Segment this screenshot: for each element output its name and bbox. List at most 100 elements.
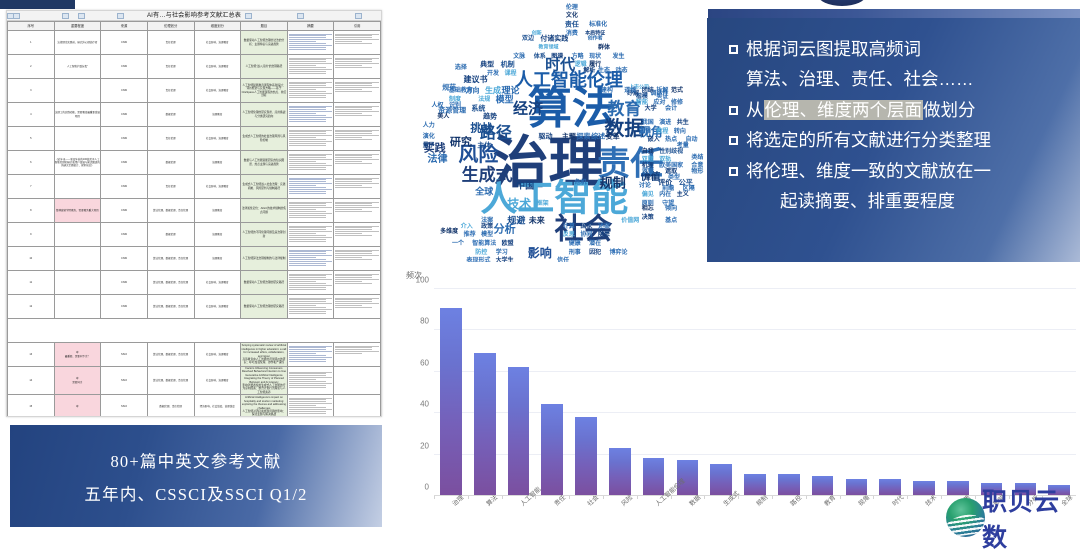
bar[interactable]: [744, 474, 766, 495]
bar[interactable]: [541, 404, 564, 495]
word-cloud-term: 欧美国家: [659, 163, 684, 170]
document-thumbnail: [335, 177, 380, 197]
table-row[interactable]: 6 《近年来——新冠年前的100篇关于人工智能伦理的研究和用户发展与知识图谱的的研…: [7, 150, 381, 175]
document-thumbnail: [335, 201, 380, 221]
word-cloud-term: 经济: [513, 100, 544, 118]
filter-dropdown-icon[interactable]: [7, 13, 14, 19]
table-row[interactable]: 10 CNKI 算法伦理、数据伦理、责任伦理 治理教育 人工智能算法治理规制的与法律规制: [7, 246, 381, 271]
word-cloud-term: 自动: [685, 137, 698, 144]
column-header-source[interactable]: 来源: [100, 21, 148, 31]
bar[interactable]: [947, 480, 969, 495]
x-axis-label-slot: 人工智能伦理: [637, 478, 686, 538]
word-cloud-term: 信任: [557, 258, 569, 264]
word-cloud-term: 嵌入: [647, 137, 660, 144]
word-cloud-term: 量子: [422, 143, 435, 149]
bar[interactable]: [609, 447, 631, 495]
table-row[interactable]: 5 CNKI 责任伦理 社会影响、治理教育 生成式人工智能的社会治理风险与风险控制: [7, 126, 381, 151]
word-cloud-term: 危机: [574, 180, 587, 187]
bar[interactable]: [980, 482, 1003, 495]
cell-no: 5: [7, 126, 55, 151]
word-cloud-term: 法律: [427, 154, 448, 166]
cell-abstract: [286, 222, 335, 247]
word-cloud-term: 本质特征: [585, 30, 606, 37]
cell-title: 数据与人工智能赋能研究的知识图谱、热点主题与演进趋势: [240, 150, 288, 175]
bar[interactable]: [575, 416, 597, 495]
table-row[interactable]: 13 中‘ 最重要、需要同下引？ SSCI 算法伦理、数据伦理、责任伦理 社会影响、治理教…: [7, 342, 381, 367]
column-header-abstract[interactable]: 摘要: [286, 21, 335, 31]
word-cloud-term: 一个: [451, 240, 464, 247]
cell-source: SSCI: [100, 366, 148, 395]
table-row[interactable]: 3 CNKI 责任伦理 社会影响、治理教育 人工智能赋能教育课程体系新探讨：评价框架与实…: [7, 78, 381, 103]
bar[interactable]: [642, 457, 665, 495]
column-header-no[interactable]: 序号: [7, 21, 55, 31]
filter-dropdown-icon[interactable]: [297, 13, 304, 19]
filter-dropdown-icon[interactable]: [117, 13, 124, 19]
bar[interactable]: [676, 459, 699, 495]
filter-dropdown-icon[interactable]: [13, 13, 20, 19]
column-header-ethics[interactable]: 伦理划分: [146, 21, 195, 31]
table-row[interactable]: 9 CNKI 数据伦理 治理教育 人工智能的不同伦理问题及其治理创新: [7, 222, 381, 247]
bar[interactable]: [879, 478, 902, 495]
document-thumbnail: [335, 33, 380, 53]
bar[interactable]: [845, 478, 868, 495]
column-header-importance[interactable]: 重要程度: [53, 21, 102, 31]
table-row[interactable]: 2 人工智能扩散分类” CNKI 责任伦理 社会影响、治理教育 人工智能“嵌入应用”的治理…: [7, 54, 381, 79]
document-thumbnail: [288, 177, 333, 197]
word-cloud-term: 双题: [641, 157, 654, 164]
bar-slot: [940, 289, 975, 499]
table-row[interactable]: 7 CNKI 责任伦理 社会影响、治理教育 生成式人工智能嵌入社会治理：实践机制、风险研…: [7, 174, 381, 199]
bar[interactable]: [1014, 482, 1037, 495]
table-row[interactable]: 4 法理工的实践动能、需要教育最重要发展项目 CNKI 数据伦理 治理教育 人工智能伦理的…: [7, 102, 381, 127]
word-cloud-term: 机制: [500, 61, 515, 69]
word-cloud-term: 营销: [638, 128, 651, 135]
bar[interactable]: [440, 307, 462, 495]
column-header-title[interactable]: 题目: [240, 21, 288, 31]
column-header-citation[interactable]: 引用: [333, 21, 381, 31]
filter-dropdown-icon[interactable]: [78, 13, 85, 19]
spreadsheet-filter-bar: AI有…与社会影响参考文献汇总表: [7, 11, 381, 21]
word-cloud-term: 原则: [641, 200, 654, 207]
cell-no: 3: [7, 78, 55, 103]
cell-ethics: 数据伦理: [146, 150, 195, 175]
y-axis-tick-label: 80: [420, 316, 429, 326]
document-thumbnail: [335, 249, 380, 269]
x-axis-tick: [1008, 495, 1010, 499]
word-cloud-term: 整合: [644, 174, 657, 181]
table-row[interactable]: 11 CNKI 算法伦理、数据伦理、责任伦理 社会影响、治理教育 数据驱动人工智能治理的…: [7, 270, 381, 295]
filter-dropdown-icon[interactable]: [245, 13, 252, 19]
word-cloud-term: 守望: [662, 200, 675, 207]
filter-dropdown-icon[interactable]: [62, 13, 69, 19]
column-header-dimension[interactable]: 维度划分: [193, 21, 242, 31]
word-cloud-term: 图谱: [551, 53, 564, 60]
cell-abstract: [286, 174, 335, 199]
filter-dropdown-icon[interactable]: [355, 13, 362, 19]
word-cloud-term: 应对: [653, 99, 666, 106]
cell-no: 8: [7, 198, 55, 223]
bar[interactable]: [1048, 484, 1071, 495]
bar[interactable]: [473, 352, 496, 495]
bar[interactable]: [710, 464, 733, 495]
table-row[interactable]: 15 中‘ SSCI 数据伦理、责任伦理 经济影响、社会维度、治理维度 Artificia…: [7, 394, 381, 417]
x-axis-tick: [907, 495, 909, 499]
word-cloud-term: 典型: [480, 61, 495, 69]
table-row[interactable]: 1 法律理论实践前、研究外心理治疗者 CNKI 责任伦理 社会影响、治理教育 数据驱动人工…: [7, 30, 381, 55]
literature-summary-banner: 80+篇中英文参考文献 五年内、CSSCI及SSCI Q1/2: [10, 425, 382, 527]
cell-ethics: 责任伦理: [146, 174, 195, 199]
bar[interactable]: [778, 474, 800, 495]
cell-dimension: 社会影响、治理教育: [193, 174, 242, 199]
table-row[interactable]: 8 整体建筑学院教务、需要教务重大项目 CNKI 算法伦理、数据伦理、责任伦理 治理教育…: [7, 198, 381, 223]
bar[interactable]: [507, 367, 530, 495]
cell-title: 生成式人工智能嵌入社会治理：实践机制、风险研判与规制路径: [240, 174, 288, 199]
cell-source: CNKI: [100, 78, 148, 103]
cell-dimension: 社会影响、治理教育: [193, 270, 242, 295]
y-axis-tick-label: 100: [415, 275, 429, 285]
x-axis-tick: [501, 495, 503, 499]
table-row[interactable]: 12 CNKI 算法伦理、数据伦理、责任伦理 社会影响、治理教育 数据驱动人工智能治理的…: [7, 294, 381, 319]
document-thumbnail: [288, 397, 333, 417]
document-thumbnail: [335, 105, 380, 125]
word-cloud-term: 大学生: [496, 258, 514, 264]
word-cloud-term: 系统: [471, 105, 486, 113]
table-row[interactable]: 14 中‘ 需要同引 SSCI 算法伦理、数据伦理、责任伦理 社会影响、治理教育 Facto…: [7, 366, 381, 395]
bar[interactable]: [913, 480, 935, 495]
bar[interactable]: [811, 476, 834, 495]
